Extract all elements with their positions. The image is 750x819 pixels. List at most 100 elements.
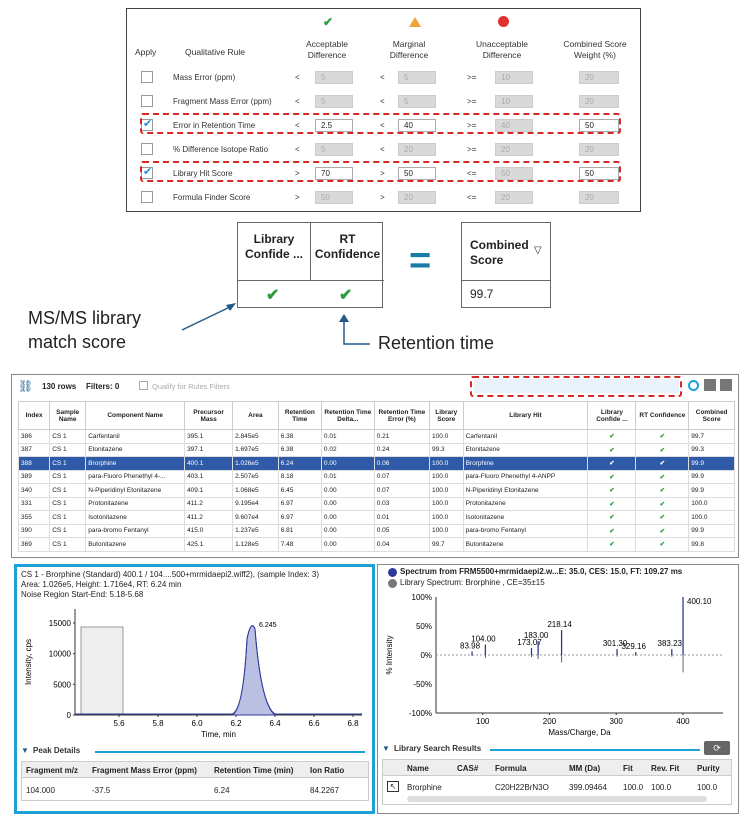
table-cell: 400.1 xyxy=(184,456,234,471)
table-cell: 409.1 xyxy=(184,483,234,498)
qualify-filter-label: Qualify for Rules Filters xyxy=(152,382,230,391)
acceptable-input[interactable]: 2.5 xyxy=(315,119,353,132)
acceptable-input[interactable]: 70 xyxy=(315,167,353,180)
table-row[interactable]: 387 CS 1 Etonitazene 397.1 1.697e5 6.38 0.02 0.… xyxy=(17,442,735,457)
table-cell: ✔ xyxy=(587,429,637,444)
column-header[interactable]: Index xyxy=(17,401,51,430)
cell-retention-time: 6.24 xyxy=(214,786,230,795)
table-row[interactable]: 340 CS 1 N-Piperidinyl Etonitazene 409.1 1.0… xyxy=(17,483,735,498)
table-cell: 0.01 xyxy=(373,510,430,525)
table-cell: 0.00 xyxy=(320,456,375,471)
unacceptable-input[interactable]: 10 xyxy=(495,95,533,108)
filter-icon[interactable]: ▽ xyxy=(534,245,542,256)
table-cell: 100.0 xyxy=(428,429,464,444)
apply-checkbox[interactable] xyxy=(141,95,153,107)
unacceptable-operator: <= xyxy=(467,193,477,202)
table-cell: 0.00 xyxy=(320,523,375,538)
marginal-input[interactable]: 20 xyxy=(398,143,436,156)
table-row[interactable]: 390 CS 1 para-bromo Fentanyl 415.0 1.237e5 6.… xyxy=(17,523,735,538)
weight-input[interactable]: 20 xyxy=(579,191,619,204)
acceptable-input[interactable]: 5 xyxy=(315,95,353,108)
unacceptable-operator: >= xyxy=(467,121,477,130)
column-header[interactable]: Retention Time Error (%) xyxy=(373,401,430,430)
unacceptable-input[interactable]: 20 xyxy=(495,143,533,156)
col-ion-ratio: Ion Ratio xyxy=(310,766,345,775)
peak-label: 6.245 xyxy=(259,622,277,629)
acceptable-input[interactable]: 5 xyxy=(315,71,353,84)
weight-input[interactable]: 20 xyxy=(579,71,619,84)
unacceptable-input[interactable]: 20 xyxy=(495,191,533,204)
column-header[interactable]: RT Confidence xyxy=(635,401,690,430)
table-row[interactable]: 388 CS 1 Brorphine 400.1 1.026e5 6.24 0.00 0.06… xyxy=(17,456,735,471)
table-cell: 355 xyxy=(17,510,51,525)
table-row[interactable]: 331 CS 1 Protonitazene 411.2 9.195e4 6.97 0.00… xyxy=(17,496,735,511)
column-header[interactable]: Library Confide ... xyxy=(587,401,637,430)
settings-icon[interactable] xyxy=(688,380,699,391)
qualify-checkbox[interactable] xyxy=(139,381,148,390)
marginal-input[interactable]: 5 xyxy=(398,71,436,84)
table-cell: 395.1 xyxy=(184,429,234,444)
marginal-input[interactable]: 50 xyxy=(398,167,436,180)
table-cell: ✔ xyxy=(635,429,690,444)
table-cell: 99.8 xyxy=(688,537,735,552)
collapse-icon[interactable]: ▼ xyxy=(382,744,390,753)
col-cas: CAS# xyxy=(457,764,479,773)
marginal-input[interactable]: 20 xyxy=(398,191,436,204)
cell-fragment-mass-error: -37.5 xyxy=(92,786,111,795)
acceptable-input[interactable]: 5 xyxy=(315,143,353,156)
apply-checkbox[interactable] xyxy=(141,71,153,83)
column-header[interactable]: Library Score xyxy=(428,401,464,430)
rt-confidence-header: RT Confidence xyxy=(311,223,384,281)
apply-checkbox[interactable] xyxy=(141,191,153,203)
spectrum-chart[interactable]: 100% 50% 0% -50% -100% 100 200 300 400 400.10 218.… xyxy=(378,591,736,741)
acceptable-input[interactable]: 50 xyxy=(315,191,353,204)
unacceptable-input[interactable]: 10 xyxy=(495,71,533,84)
results-grid: ⛓ 130 rows Filters: 0 Qualify for Rules … xyxy=(11,374,739,558)
peak-label: 301.30 xyxy=(603,639,628,648)
column-header[interactable]: Component Name xyxy=(85,401,186,430)
column-header[interactable]: Sample Name xyxy=(49,401,87,430)
filter-icon[interactable] xyxy=(704,379,716,391)
column-header[interactable]: Area xyxy=(232,401,279,430)
horizontal-scrollbar[interactable] xyxy=(407,796,707,802)
marginal-operator: > xyxy=(380,169,385,178)
user-icon[interactable] xyxy=(720,379,732,391)
weight-input[interactable]: 20 xyxy=(579,143,619,156)
xic-pane[interactable]: CS 1 - Brorphine (Standard) 400.1 / 104.… xyxy=(14,564,375,814)
combined-score-value: 99.7 xyxy=(470,287,494,301)
column-header[interactable]: Library Hit xyxy=(462,401,589,430)
column-header[interactable]: Retention Time xyxy=(277,401,322,430)
weight-input[interactable]: 50 xyxy=(579,119,619,132)
table-cell: Butonitazene xyxy=(462,537,589,552)
marginal-input[interactable]: 5 xyxy=(398,95,436,108)
table-row[interactable]: 369 CS 1 Butonitazene 425.1 1.128e5 7.48 0.00 0… xyxy=(17,537,735,552)
marginal-input[interactable]: 40 xyxy=(398,119,436,132)
weight-input[interactable]: 20 xyxy=(579,95,619,108)
table-cell: Brorphine xyxy=(85,456,186,471)
column-header[interactable]: Precursor Mass xyxy=(184,401,234,430)
table-row[interactable]: 389 CS 1 para-Fluoro Phenethyl 4-... 403.1 2… xyxy=(17,469,735,484)
table-row[interactable]: 355 CS 1 Isotonitazene 411.2 9.607e4 6.97 0.00… xyxy=(17,510,735,525)
xic-chart[interactable]: 15000 10000 5000 0 5.6 5.8 6.0 6.2 6.4 6.6 6.8 6.24… xyxy=(17,601,372,741)
weight-input[interactable]: 50 xyxy=(579,167,619,180)
lock-icon[interactable]: ⛓ xyxy=(18,379,34,393)
xic-info-line-1: CS 1 - Brorphine (Standard) 400.1 / 104.… xyxy=(21,570,320,579)
cell-rev-fit: 100.0 xyxy=(651,783,672,792)
unacceptable-input[interactable]: 40 xyxy=(495,119,533,132)
table-cell: 9.607e4 xyxy=(232,510,279,525)
search-icon[interactable]: ⟳ xyxy=(704,741,730,755)
library-search-title: Library Search Results xyxy=(394,744,482,753)
apply-checkbox[interactable] xyxy=(141,143,153,155)
table-cell: ✔ xyxy=(635,442,690,457)
table-cell: 0.00 xyxy=(320,483,375,498)
apply-header: Apply xyxy=(135,47,157,57)
column-header[interactable]: Retention Time Delta... xyxy=(320,401,375,430)
table-cell: 390 xyxy=(17,523,51,538)
table-row[interactable]: 386 CS 1 Carfentanil 395.1 2.845e5 6.38 0.01 0.… xyxy=(17,429,735,444)
table-cell: 2.845e5 xyxy=(232,429,279,444)
column-header[interactable]: Combined Score xyxy=(688,401,735,430)
unacceptable-input[interactable]: 50 xyxy=(495,167,533,180)
spectrum-pane[interactable]: Spectrum from FRM5500+mrmidaepi2.w...E: … xyxy=(377,564,739,814)
table-cell: 340 xyxy=(17,483,51,498)
collapse-icon[interactable]: ▼ xyxy=(21,746,29,755)
